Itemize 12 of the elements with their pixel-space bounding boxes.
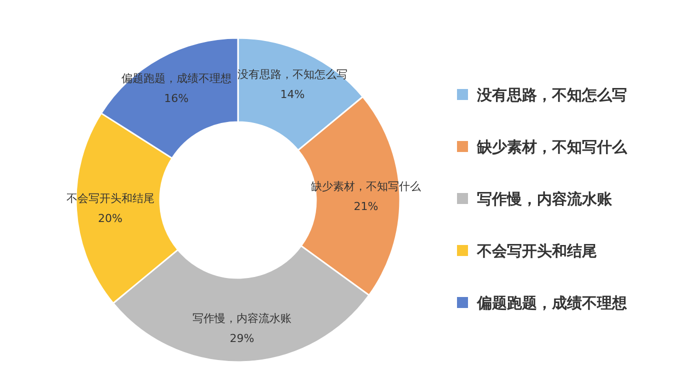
data-label: 20%: [98, 212, 122, 226]
legend-label: 缺少素材，不知写什么: [476, 138, 628, 156]
slice-label: 偏题跑题，成绩不理想: [121, 72, 232, 85]
data-label: 16%: [164, 92, 189, 105]
data-label: 29%: [230, 332, 254, 345]
data-label: 14%: [280, 88, 305, 102]
data-label: 21%: [354, 200, 378, 213]
slice-label: 写作慢，内容流水账: [192, 312, 292, 325]
legend-label: 没有思路，不知怎么写: [476, 86, 627, 104]
legend-label: 偏题跑题，成绩不理想: [476, 294, 628, 312]
legend-label: 不会写开头和结尾: [476, 242, 597, 260]
legend-label: 写作慢，内容流水账: [477, 190, 613, 208]
